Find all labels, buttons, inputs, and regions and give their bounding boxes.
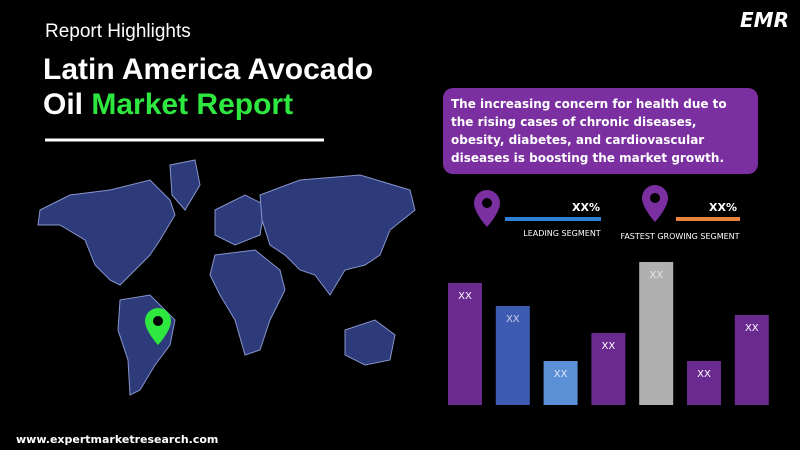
bar-label: XX [506, 314, 520, 325]
bar [591, 333, 626, 405]
segment-pin [474, 190, 500, 227]
bar-label: XX [697, 369, 711, 380]
bar [495, 306, 530, 405]
bar [543, 361, 578, 405]
segment-pin [642, 185, 668, 222]
bar-label: XX [649, 270, 663, 281]
segment-value: XX% [572, 201, 600, 214]
title-part: Oil [43, 88, 84, 121]
segment-bar [505, 217, 601, 221]
bar-label: XX [602, 341, 616, 352]
bar-label: XX [745, 323, 759, 334]
bar [639, 262, 674, 405]
bar-chart: XX XX XX XX XX XX XX [448, 262, 769, 405]
segment-value: XX% [709, 201, 737, 214]
segment-bar [676, 217, 740, 221]
segment-label: FASTEST GROWING SEGMENT [620, 232, 739, 241]
subtitle: Report Highlights [45, 21, 191, 42]
world-map [37, 159, 416, 396]
title: Latin America Avocado [43, 53, 374, 86]
bar [734, 315, 769, 405]
summary-box: The increasing concern for health due to… [443, 88, 758, 174]
bar-label: XX [458, 291, 472, 302]
title-highlight: Market Report [91, 88, 294, 121]
bar [687, 361, 721, 405]
segment-label: LEADING SEGMENT [523, 229, 601, 238]
bar-label: XX [554, 369, 568, 380]
logo: EMR [740, 8, 789, 32]
title: Oil Market Report [43, 88, 293, 122]
bar [448, 283, 482, 405]
location-pin [145, 308, 171, 345]
footer-url: www.expertmarketresearch.com [16, 433, 219, 446]
